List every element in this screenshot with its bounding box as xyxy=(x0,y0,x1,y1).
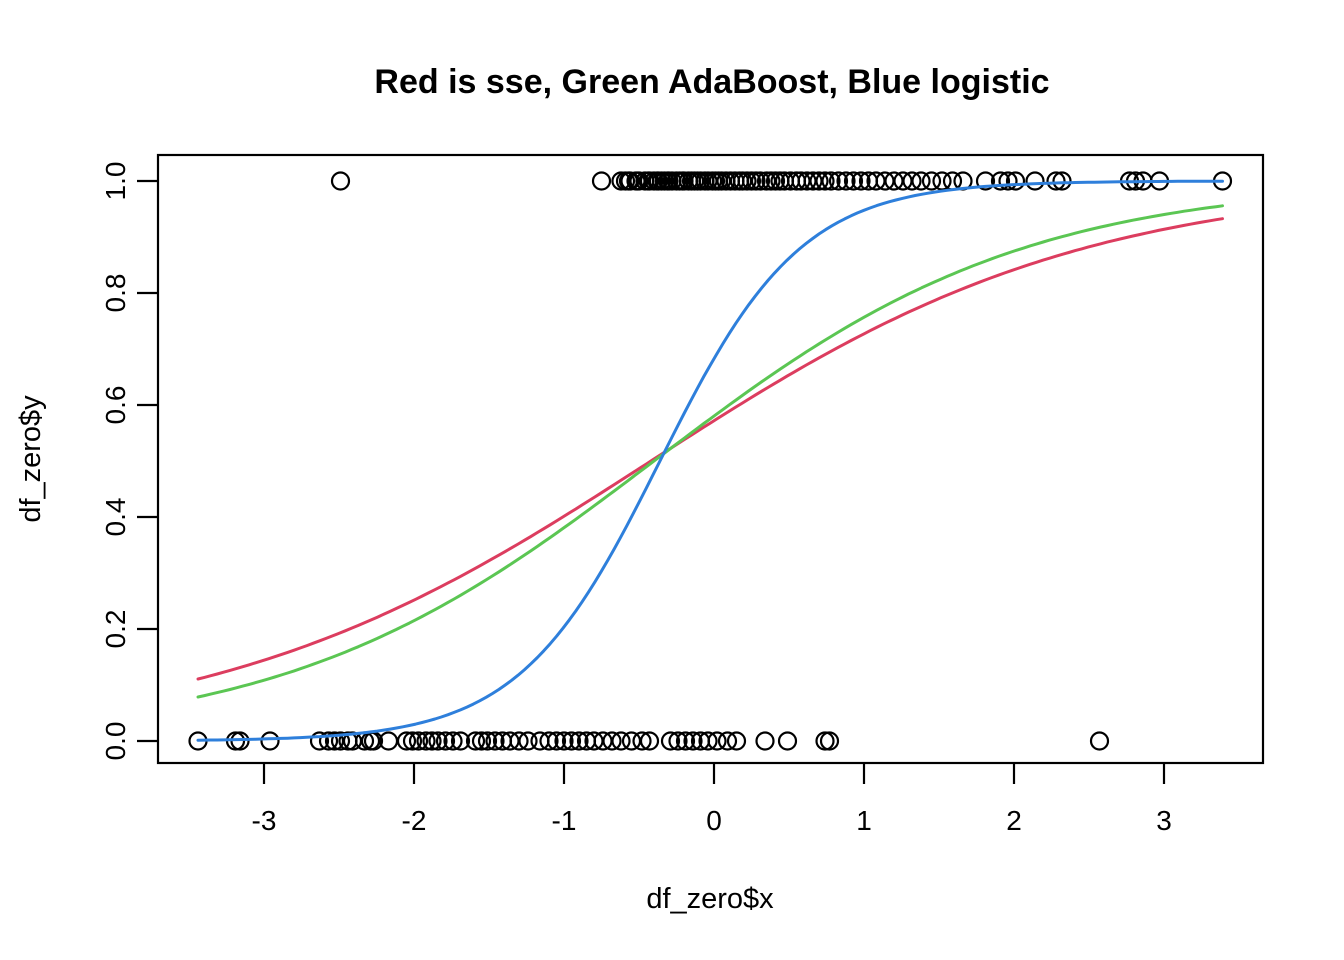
data-point xyxy=(761,171,781,191)
data-point xyxy=(836,171,856,191)
data-point xyxy=(471,731,492,751)
data-point xyxy=(639,731,660,751)
data-point xyxy=(675,731,696,751)
data-point xyxy=(632,731,652,751)
data-point xyxy=(975,171,996,191)
data-point xyxy=(819,731,840,751)
y-tick-label: 0.6 xyxy=(100,386,131,425)
data-point xyxy=(554,731,574,751)
y-axis-label: df_zero$y xyxy=(15,395,47,523)
data-point xyxy=(921,171,942,191)
data-point xyxy=(450,731,471,751)
data-point xyxy=(726,731,747,751)
data-point xyxy=(815,171,835,191)
data-point xyxy=(765,171,786,191)
data-point xyxy=(998,171,1018,191)
data-point xyxy=(330,731,351,751)
curve-AdaBoost xyxy=(196,204,1224,699)
data-point xyxy=(546,731,567,751)
data-point xyxy=(698,731,718,751)
data-point xyxy=(809,171,829,191)
data-point xyxy=(569,731,589,751)
data-point xyxy=(1025,171,1045,191)
data-point xyxy=(851,171,871,191)
data-point xyxy=(591,171,612,191)
data-point xyxy=(318,731,339,751)
data-point xyxy=(539,731,559,751)
plot-title: Red is sse, Green AdaBoost, Blue logisti… xyxy=(374,63,1049,101)
data-point xyxy=(821,171,841,191)
data-point xyxy=(518,731,538,751)
plot-border xyxy=(156,153,1265,765)
data-point xyxy=(602,731,622,751)
data-point xyxy=(416,731,436,751)
data-point xyxy=(465,731,486,751)
data-point xyxy=(402,731,423,751)
data-point xyxy=(611,731,631,751)
data-point xyxy=(746,171,766,191)
data-point xyxy=(843,171,864,191)
data-point xyxy=(660,731,681,751)
y-tick-label: 0.8 xyxy=(100,274,131,313)
x-axis: -3 -2 -1 0 1 2 3 xyxy=(252,763,1172,836)
data-point xyxy=(815,731,835,751)
fitted-curves xyxy=(196,179,1224,742)
data-point xyxy=(902,171,922,191)
data-point xyxy=(1046,171,1066,191)
x-tick-label: -3 xyxy=(252,805,277,836)
data-point xyxy=(1089,731,1110,751)
data-point xyxy=(990,171,1011,191)
y-tick-label: 0.4 xyxy=(100,498,131,537)
data-point xyxy=(435,731,456,751)
curve-logistic xyxy=(196,179,1224,742)
data-point xyxy=(422,731,442,751)
data-point xyxy=(330,171,351,191)
x-tick-label: -1 xyxy=(552,805,577,836)
x-tick-label: 2 xyxy=(1006,805,1022,836)
data-point xyxy=(561,731,582,751)
data-point xyxy=(750,171,771,191)
data-point xyxy=(741,171,762,191)
x-tick-label: 0 xyxy=(706,805,722,836)
data-point xyxy=(911,171,931,191)
data-point xyxy=(755,731,775,751)
data-point xyxy=(932,171,952,191)
y-axis: 0.0 0.2 0.4 0.6 0.8 1.0 xyxy=(100,162,158,761)
data-point xyxy=(777,731,798,751)
data-point xyxy=(309,731,330,751)
x-tick-label: 1 xyxy=(856,805,872,836)
data-point xyxy=(477,731,498,751)
data-point xyxy=(443,731,463,751)
data-point xyxy=(828,171,849,191)
data-point xyxy=(509,731,529,751)
data-point xyxy=(396,731,417,751)
data-point xyxy=(1052,171,1072,191)
y-tick-label: 1.0 xyxy=(100,162,131,201)
data-point xyxy=(683,731,703,751)
data-point xyxy=(408,731,429,751)
scatter-points xyxy=(188,171,1233,751)
data-point xyxy=(485,731,505,751)
data-point xyxy=(428,731,448,751)
data-point xyxy=(737,171,757,191)
data-point xyxy=(707,731,727,751)
x-tick-label: 3 xyxy=(1156,805,1172,836)
x-axis-label: df_zero$x xyxy=(646,883,774,915)
data-point xyxy=(1005,171,1026,191)
x-tick-label: -2 xyxy=(402,805,427,836)
data-point xyxy=(260,731,280,751)
y-tick-label: 0.0 xyxy=(100,722,131,761)
data-point xyxy=(717,731,738,751)
y-tick-label: 0.2 xyxy=(100,610,131,649)
curve-sse xyxy=(196,217,1224,681)
data-point xyxy=(668,731,688,751)
